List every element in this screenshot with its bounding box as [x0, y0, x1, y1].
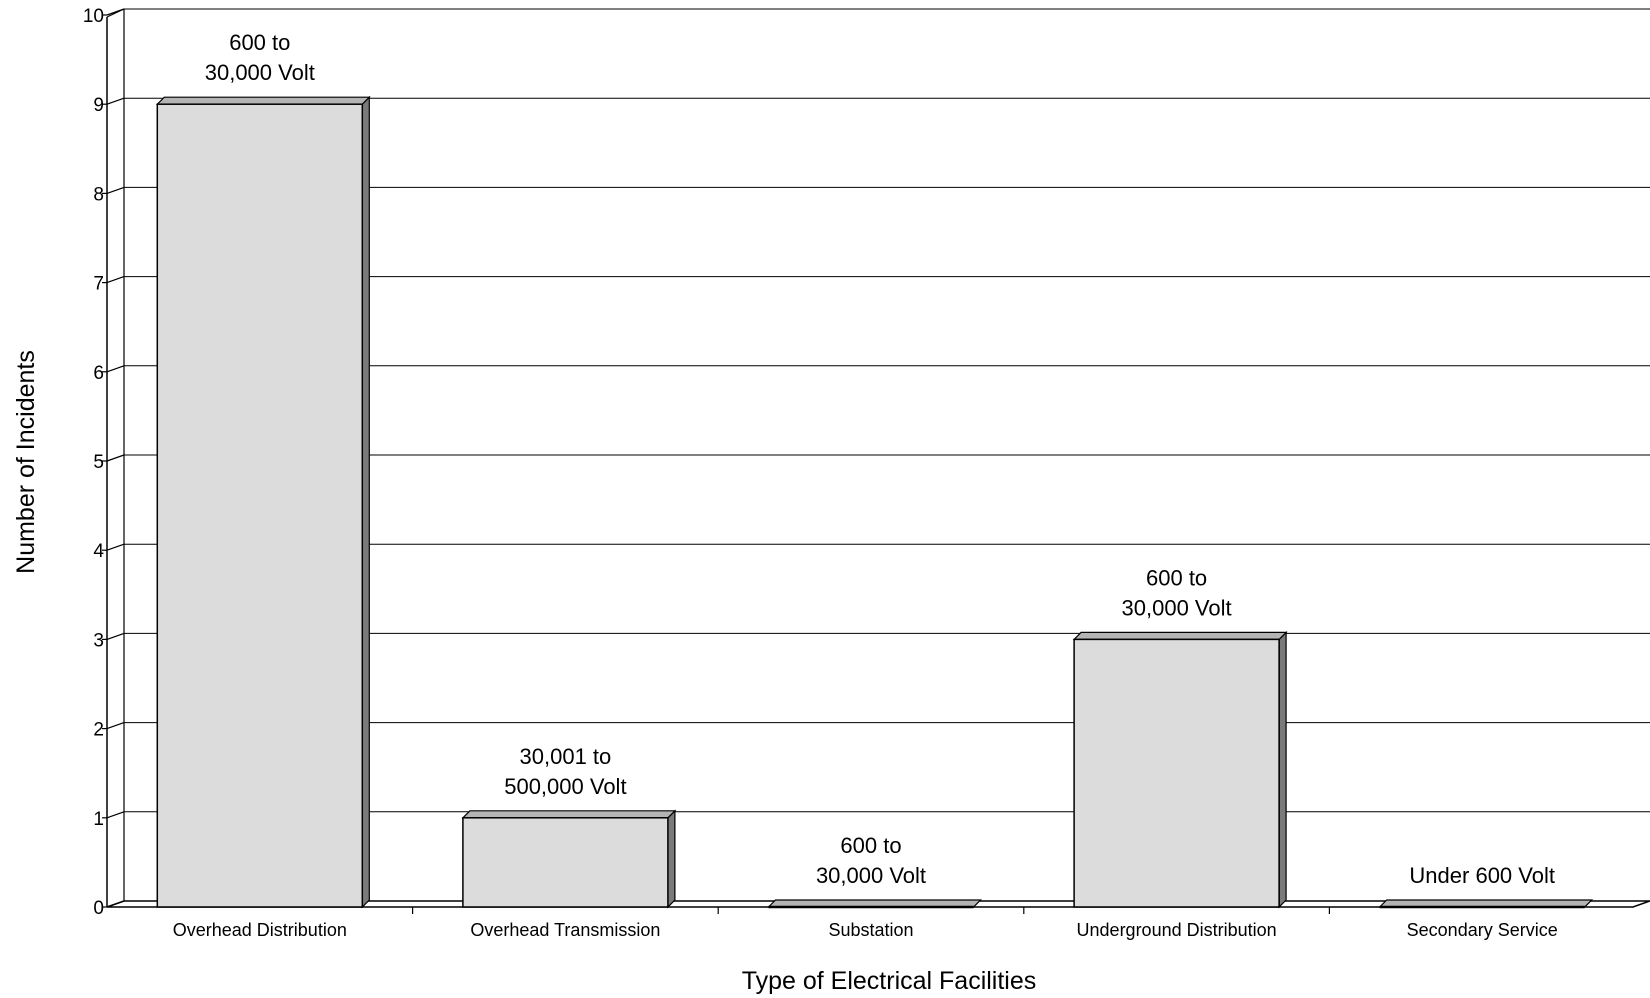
y-tick-label: 6 — [93, 363, 104, 384]
bar-side — [361, 95, 370, 909]
x-axis-label: Type of Electrical Facilities — [742, 967, 1037, 995]
bar-labels: 600 to 30,000 Volt 30,001 to 500,000 Volt 60… — [205, 30, 1555, 888]
x-tick-label: Overhead Distribution — [173, 920, 347, 940]
y-tick-connector — [106, 900, 125, 908]
x-tick-label: Underground Distribution — [1077, 920, 1277, 940]
y-tick-label: 9 — [93, 95, 104, 116]
bar-label: Under 600 Volt — [1409, 863, 1555, 888]
y-tick-connector — [106, 722, 125, 730]
y-tick-connector — [106, 632, 125, 640]
x-tick-label: Secondary Service — [1407, 920, 1558, 940]
y-tick-connector — [106, 365, 125, 373]
bar-top — [155, 96, 371, 105]
y-tick-label: 3 — [93, 630, 104, 651]
x-tick-label: Overhead Transmission — [470, 920, 660, 940]
y-tick-label: 5 — [93, 452, 104, 473]
y-tick-connector — [106, 276, 125, 284]
bar-label: 600 to 30,000 Volt — [816, 833, 926, 888]
y-tick-label: 2 — [93, 720, 104, 741]
bar — [1378, 899, 1594, 909]
bar — [767, 899, 982, 909]
y-tick-connector — [106, 543, 125, 551]
bar-front — [462, 817, 669, 908]
y-tick-label: 1 — [93, 809, 104, 830]
bar-top — [461, 810, 677, 819]
bar — [1072, 630, 1288, 909]
y-tick-label: 7 — [93, 274, 104, 295]
y-tick-labels: 0 1 2 3 4 5 6 7 8 9 10 — [83, 6, 105, 919]
x-tick-label: Substation — [828, 920, 913, 940]
grid-lines — [124, 8, 1650, 813]
y-tick-label: 10 — [83, 6, 104, 27]
bar-label: 30,001 to 500,000 Volt — [504, 744, 626, 799]
bar — [461, 809, 677, 909]
y-tick-label: 4 — [93, 541, 104, 562]
y-tick-connector — [106, 97, 125, 105]
y-tick-label: 8 — [93, 184, 104, 205]
bar-front — [1073, 638, 1280, 908]
bar-label: 600 to 30,000 Volt — [1122, 565, 1232, 620]
bar-front — [156, 103, 364, 908]
bar-top — [1072, 631, 1288, 641]
bar-side — [667, 809, 676, 909]
y-tick-connector — [106, 8, 125, 16]
y-tick-connector — [106, 811, 125, 819]
bars — [155, 95, 1594, 909]
bar-label: 600 to 30,000 Volt — [205, 30, 315, 85]
bar — [155, 95, 371, 909]
bar-side — [1278, 630, 1287, 909]
y-tick-connector — [106, 186, 125, 194]
y-axis-label: Number of Incidents — [12, 350, 40, 574]
x-tick-labels: Overhead Distribution Overhead Transmissi… — [173, 920, 1558, 940]
y-tick-label: 0 — [93, 898, 104, 919]
y-tick-connector — [106, 454, 125, 462]
